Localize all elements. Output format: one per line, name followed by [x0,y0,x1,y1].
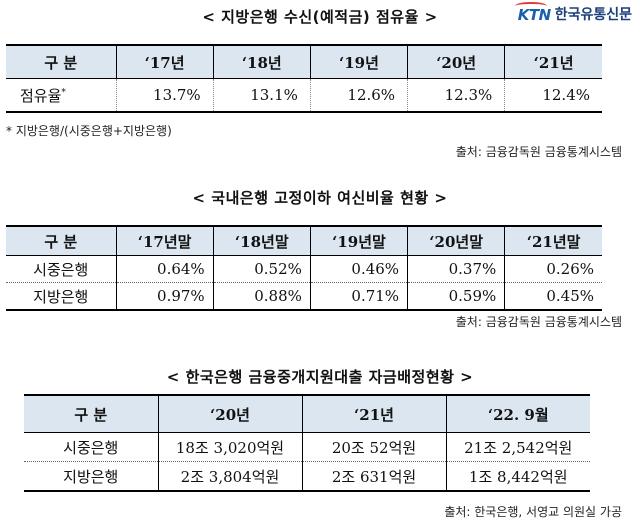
cell-value: 0.26% [504,255,602,283]
cell-value: 0.59% [407,282,505,311]
table-header-row: 구 분 ‘17년 ‘18년 ‘19년 ‘20년 ‘21년 [6,44,602,79]
header-2021: ‘21년 [504,44,602,79]
header-2020: ‘20년 [407,44,505,79]
header-2018-end: ‘18년말 [212,225,311,256]
cell-value: 0.52% [212,255,311,283]
cell-value: 21조 2,542억원 [445,432,590,462]
logo-name: 한국유통신문 [554,7,632,23]
cell-value: 13.1% [212,78,311,113]
table3-source: 출처: 한국은행, 서영교 의원실 가공 [444,505,622,519]
cell-value: 12.6% [309,78,408,113]
header-2017: ‘17년 [115,44,214,79]
table3-title: < 한국은행 금융중개지원대출 자금배정현황 > [166,368,474,386]
header-category: 구 분 [24,394,158,433]
cell-value: 0.88% [212,282,311,311]
header-2018: ‘18년 [212,44,311,79]
table-header-row: 구 분 ‘20년 ‘21년 ‘22. 9월 [24,394,590,433]
cell-value: 0.64% [115,255,214,283]
deposit-share-table: 구 분 ‘17년 ‘18년 ‘19년 ‘20년 ‘21년 점유율* 13.7% … [6,44,602,113]
cell-value: 18조 3,020억원 [157,432,302,462]
table-row: 시중은행 18조 3,020억원 20조 52억원 21조 2,542억원 [24,432,590,462]
ktn-logo: KTN 한국유통신문 [514,2,632,24]
cell-value: 0.46% [309,255,408,283]
header-category: 구 분 [6,225,116,256]
row-label: 시중은행 [24,432,158,462]
table-row: 점유율* 13.7% 13.1% 12.6% 12.3% 12.4% [6,78,602,113]
header-category: 구 분 [6,44,116,79]
cell-value: 0.71% [309,282,408,311]
header-2021-end: ‘21년말 [504,225,602,256]
cell-value: 12.3% [407,78,505,113]
table-row: 지방은행 0.97% 0.88% 0.71% 0.59% 0.45% [6,282,602,311]
logo-swoosh-icon [514,2,547,10]
lending-support-table: 구 분 ‘20년 ‘21년 ‘22. 9월 시중은행 18조 3,020억원 2… [24,394,590,492]
header-2021: ‘21년 [301,394,446,433]
header-2019-end: ‘19년말 [309,225,408,256]
table-row: 시중은행 0.64% 0.52% 0.46% 0.37% 0.26% [6,255,602,283]
table2-source: 출처: 금융감독원 금융통계시스템 [455,315,622,329]
row-label-text: 점유율 [20,86,62,105]
cell-value: 12.4% [504,78,602,113]
footnote-mark: * [61,87,66,98]
logo-mark-text: KTN [517,6,551,24]
header-2020-end: ‘20년말 [407,225,505,256]
row-label: 지방은행 [24,461,158,492]
table1-footnote: * 지방은행/(시중은행+지방은행) [6,124,172,138]
table1-title: < 지방은행 수신(예적금) 점유율 > [202,8,438,26]
cell-value: 13.7% [115,78,214,113]
header-2017-end: ‘17년말 [115,225,214,256]
header-2019: ‘19년 [309,44,408,79]
cell-value: 20조 52억원 [301,432,446,462]
table1-source: 출처: 금융감독원 금융통계시스템 [455,145,622,159]
row-label: 지방은행 [6,282,116,311]
cell-value: 0.45% [504,282,602,311]
cell-value: 0.97% [115,282,214,311]
row-label: 점유율* [6,78,116,113]
npl-ratio-table: 구 분 ‘17년말 ‘18년말 ‘19년말 ‘20년말 ‘21년말 시중은행 0… [6,225,602,311]
cell-value: 0.37% [407,255,505,283]
row-label: 시중은행 [6,255,116,283]
table2-title: < 국내은행 고정이하 여신비율 현황 > [192,189,448,207]
cell-value: 2조 3,804억원 [157,461,302,492]
header-2022-sep: ‘22. 9월 [445,394,590,433]
table-header-row: 구 분 ‘17년말 ‘18년말 ‘19년말 ‘20년말 ‘21년말 [6,225,602,256]
cell-value: 2조 631억원 [301,461,446,492]
logo-mark: KTN [514,2,551,24]
cell-value: 1조 8,442억원 [445,461,590,492]
header-2020: ‘20년 [157,394,302,433]
table-row: 지방은행 2조 3,804억원 2조 631억원 1조 8,442억원 [24,461,590,492]
